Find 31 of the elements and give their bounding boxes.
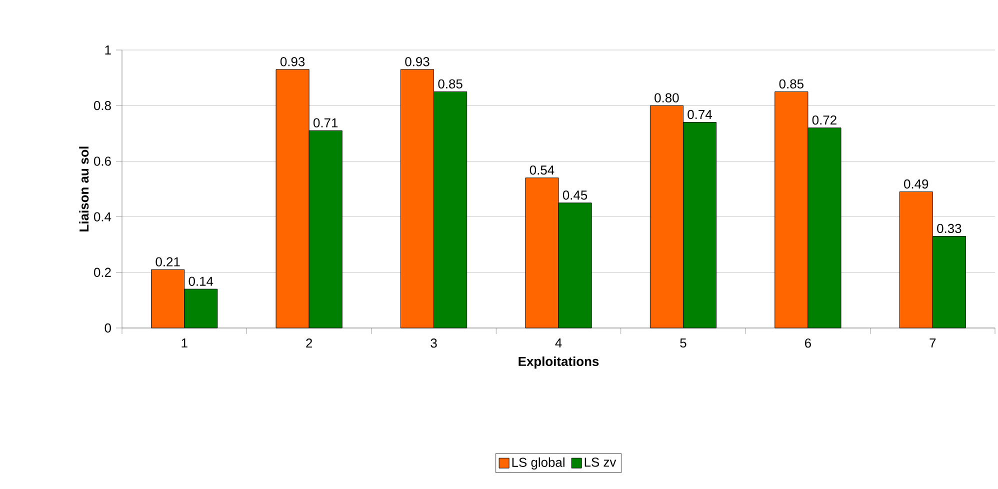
data-label: 0.45	[562, 190, 588, 200]
legend-label: LS global	[512, 457, 564, 470]
data-label: 0.93	[405, 57, 430, 66]
x-tick-label: 2	[306, 338, 312, 348]
x-tick-label: 1	[182, 338, 188, 348]
y-axis-title: Liaison au sol	[79, 146, 89, 232]
legend-label: LS zv	[584, 458, 616, 467]
data-label: 0.80	[654, 93, 679, 102]
data-label: 0.85	[438, 79, 462, 88]
x-tick-label: 6	[804, 338, 811, 348]
data-label: 0.54	[530, 166, 554, 175]
x-tick-label: 3	[430, 338, 437, 348]
y-tick-label: 0.8	[94, 101, 111, 110]
data-label: 0.49	[904, 179, 928, 189]
data-label: 0.85	[779, 79, 804, 88]
y-tick-label: 1	[105, 46, 111, 54]
data-label: 0.14	[188, 276, 214, 286]
x-tick-label: 4	[555, 338, 562, 348]
data-label: 0.72	[812, 115, 836, 125]
data-label: 0.21	[156, 257, 180, 266]
y-tick-label: 0.6	[94, 156, 111, 166]
y-tick-label: 0	[104, 323, 111, 333]
data-label: 0.71	[313, 118, 338, 128]
data-label: 0.74	[688, 110, 712, 120]
x-tick-label: 7	[930, 338, 936, 348]
data-label: 0.93	[280, 57, 305, 66]
x-tick-label: 5	[680, 338, 686, 348]
y-tick-label: 0.2	[94, 268, 111, 277]
data-label: 0.33	[937, 224, 962, 234]
x-axis-title: Exploitations	[518, 356, 599, 369]
y-tick-label: 0.4	[94, 212, 112, 222]
